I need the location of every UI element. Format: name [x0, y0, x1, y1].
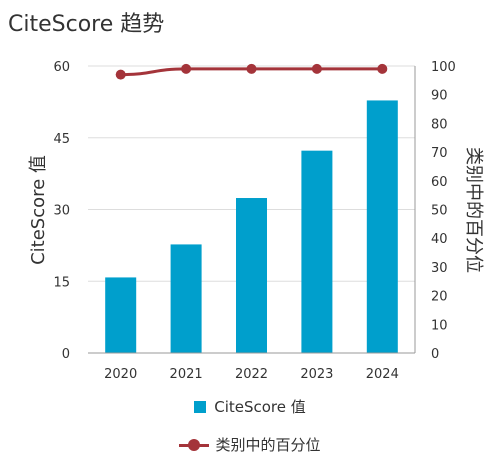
y2-tick-label: 40 — [431, 232, 448, 247]
axes — [88, 66, 416, 354]
y2-tick-label: 60 — [431, 175, 448, 190]
bar — [236, 198, 267, 353]
legend-line-swatch — [179, 438, 210, 452]
bar — [301, 150, 333, 353]
y2-tick-label: 0 — [431, 347, 439, 362]
left-axis-ticks: 0 15 30 45 60 — [53, 60, 70, 362]
y2-tick-label: 80 — [431, 117, 448, 132]
y2-tick-label: 100 — [431, 60, 456, 75]
y2-tick-label: 10 — [431, 318, 448, 333]
legend-line-label: 类别中的百分位 — [215, 436, 321, 454]
y-tick-label: 60 — [53, 60, 70, 75]
y2-tick-label: 20 — [431, 290, 448, 305]
chart-title: CiteScore 趋势 — [8, 12, 165, 37]
percentile-point — [246, 63, 257, 74]
y-tick-label: 15 — [53, 275, 70, 290]
y-axis-title: CiteScore 值 — [28, 155, 49, 265]
y2-axis-title: 类别中的百分位 — [463, 147, 484, 273]
x-tick-label: 2024 — [366, 367, 399, 382]
x-tick-label: 2021 — [170, 367, 203, 382]
bar — [105, 277, 137, 353]
y-tick-label: 45 — [53, 132, 70, 147]
y-tick-label: 30 — [53, 204, 70, 219]
percentile-point — [115, 69, 126, 80]
line-series — [115, 63, 388, 80]
y2-tick-label: 30 — [431, 261, 448, 276]
bar-series — [105, 100, 398, 353]
y2-tick-label: 70 — [431, 146, 448, 161]
percentile-point — [311, 63, 322, 74]
percentile-point — [181, 63, 192, 74]
bar — [366, 100, 398, 353]
legend-bar[interactable]: CiteScore 值 — [0, 396, 500, 417]
y2-tick-label: 90 — [431, 89, 448, 104]
legend-bar-label: CiteScore 值 — [214, 398, 306, 416]
x-tick-label: 2020 — [104, 367, 137, 382]
y-tick-label: 0 — [62, 347, 70, 362]
x-tick-label: 2022 — [235, 367, 268, 382]
y2-tick-label: 50 — [431, 204, 448, 219]
x-tick-label: 2023 — [300, 367, 333, 382]
bar — [170, 244, 202, 353]
percentile-point — [377, 63, 388, 74]
legend-line[interactable]: 类别中的百分位 — [0, 434, 500, 455]
legend-bar-swatch — [194, 400, 207, 413]
right-axis-ticks: 0 10 20 30 40 50 60 70 80 90 100 — [431, 60, 456, 362]
x-axis-ticks: 2020 2021 2022 2023 2024 — [104, 367, 399, 382]
